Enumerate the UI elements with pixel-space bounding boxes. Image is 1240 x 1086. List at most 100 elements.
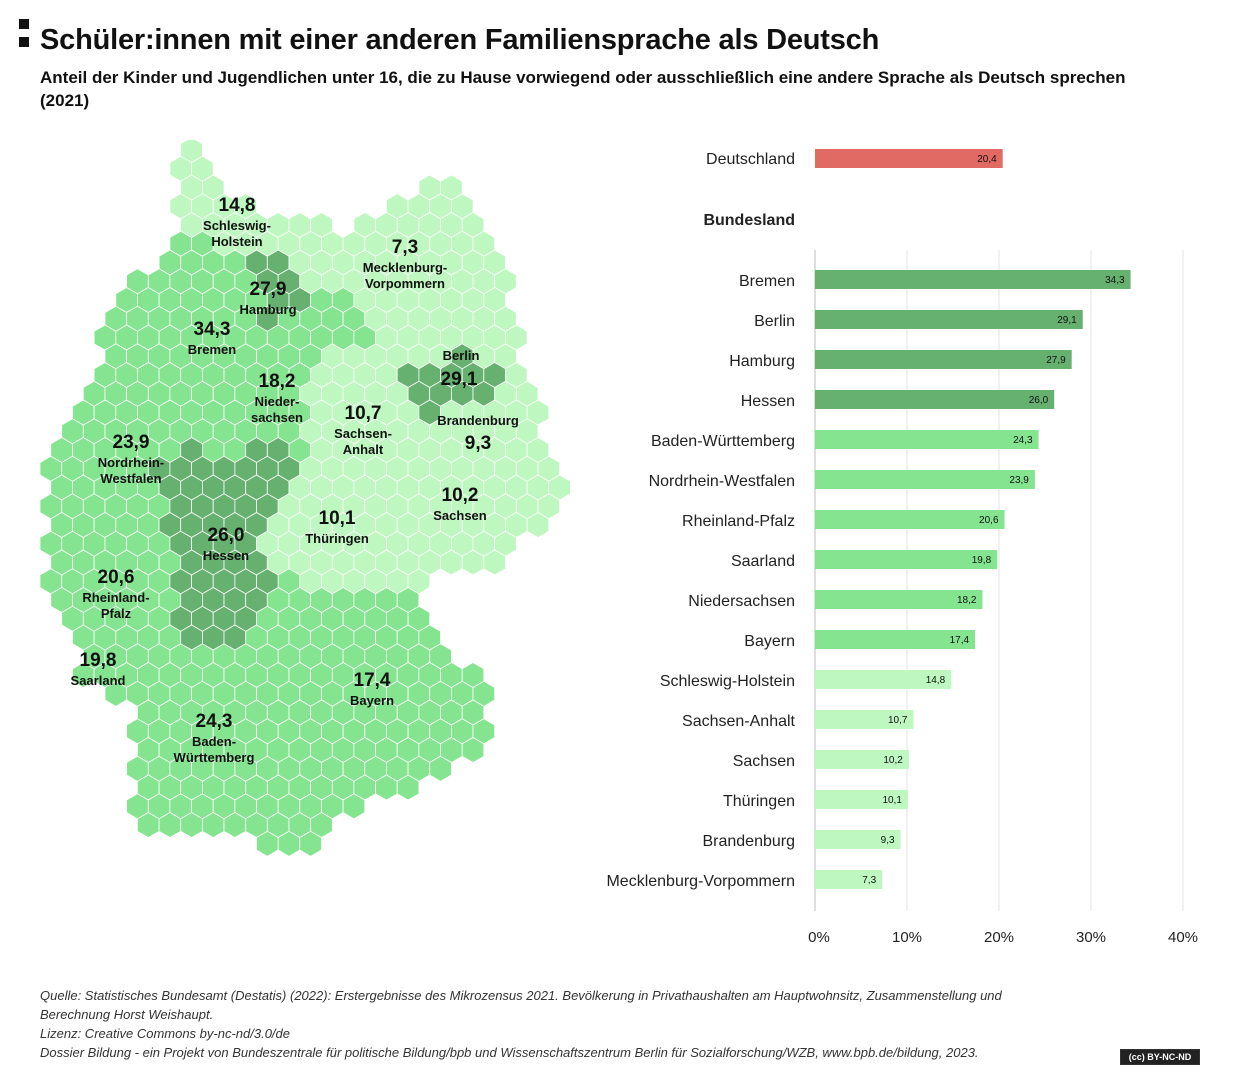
category-label: Hessen bbox=[741, 393, 795, 410]
category-label: Schleswig-Holstein bbox=[660, 673, 795, 690]
bar bbox=[815, 790, 908, 809]
chart-categories: Deutschland Bundesland Bremen Berlin Hamburg… bbox=[606, 151, 795, 890]
map-name-bw: Württemberg bbox=[174, 750, 255, 765]
bar bbox=[815, 670, 952, 689]
bar-value-label: 14,8 bbox=[926, 675, 946, 686]
bar-value-label: 34,3 bbox=[1105, 275, 1125, 286]
hex-cell-sn bbox=[483, 549, 506, 576]
map-value-sh: 14,8 bbox=[219, 195, 256, 216]
map-name-bb: Brandenburg bbox=[437, 413, 519, 428]
map-name-he: Hessen bbox=[203, 548, 249, 563]
bar bbox=[815, 590, 983, 609]
hex-cell-sn bbox=[526, 512, 550, 538]
bar-value-label: 18,2 bbox=[957, 595, 977, 606]
bar-value-label: 10,2 bbox=[883, 755, 903, 766]
map-name-ni: Nieder- bbox=[255, 394, 300, 409]
map-value-hh: 27,9 bbox=[250, 279, 287, 300]
bar bbox=[815, 830, 901, 849]
bar-value-label: 19,8 bbox=[972, 555, 992, 566]
map-name-hh: Hamburg bbox=[239, 302, 296, 317]
bar bbox=[815, 870, 883, 889]
hex-cell-by bbox=[396, 774, 420, 801]
map-hex-grid bbox=[39, 140, 571, 857]
map-value-rp: 20,6 bbox=[98, 567, 135, 588]
bar bbox=[815, 430, 1039, 449]
map-name-hb: Bremen bbox=[188, 342, 236, 357]
x-tick-label: 0% bbox=[808, 929, 830, 946]
map-name-ni: sachsen bbox=[251, 410, 303, 425]
footer: Quelle: Statistisches Bundesamt (Destati… bbox=[40, 986, 1120, 1062]
category-label: Berlin bbox=[754, 313, 795, 330]
map-value-be: 29,1 bbox=[441, 369, 478, 390]
category-label: Sachsen-Anhalt bbox=[682, 713, 796, 730]
category-label: Sachsen bbox=[733, 753, 795, 770]
category-label: Rheinland-Pfalz bbox=[682, 513, 795, 530]
bar-value-label: 9,3 bbox=[881, 835, 895, 846]
bar bbox=[815, 630, 976, 649]
hex-cell-by bbox=[342, 793, 366, 820]
chart-grid bbox=[814, 250, 1184, 911]
bar-value-label: 27,9 bbox=[1046, 355, 1066, 366]
category-label: Bayern bbox=[744, 633, 795, 650]
map-name-sn: Sachsen bbox=[433, 508, 487, 523]
chart-bars: 20,4 34,3 29,1 27,9 26,0 24,3 23,9 20,6 19,8 18,2… bbox=[815, 149, 1131, 889]
category-label: Thüringen bbox=[723, 793, 795, 810]
map-name-bw: Baden- bbox=[192, 734, 236, 749]
x-tick-label: 30% bbox=[1076, 929, 1106, 946]
map-value-by: 17,4 bbox=[354, 670, 391, 691]
hex-cell-by bbox=[429, 755, 452, 782]
footer-license: Lizenz: Creative Commons by-nc-nd/3.0/de bbox=[40, 1026, 291, 1041]
bar-value-label: 26,0 bbox=[1029, 395, 1049, 406]
map-value-ni: 18,2 bbox=[259, 371, 296, 392]
bar-value-label: 23,9 bbox=[1009, 475, 1029, 486]
map-name-sl: Saarland bbox=[71, 673, 126, 688]
map-name-nw: Nordrhein- bbox=[98, 455, 164, 470]
map-name-th: Thüringen bbox=[305, 531, 369, 546]
footer-dossier: Dossier Bildung - ein Projekt von Bundes… bbox=[40, 1045, 979, 1060]
x-tick-label: 20% bbox=[984, 929, 1014, 946]
bar-value-label: 10,1 bbox=[882, 795, 902, 806]
category-label: Nordrhein-Westfalen bbox=[649, 473, 795, 490]
map-value-sl: 19,8 bbox=[80, 650, 117, 671]
bar bbox=[815, 390, 1055, 409]
bar bbox=[815, 470, 1035, 489]
bar bbox=[815, 710, 914, 729]
map-name-st: Sachsen- bbox=[334, 426, 392, 441]
bpb-logo-mark bbox=[19, 19, 29, 49]
map-value-bw: 24,3 bbox=[196, 711, 233, 732]
bar-value-label: 24,3 bbox=[1013, 435, 1033, 446]
category-label: Brandenburg bbox=[702, 833, 795, 850]
bar-value-label: 7,3 bbox=[862, 875, 876, 886]
map-name-rp: Pfalz bbox=[101, 606, 132, 621]
hex-cell-by bbox=[461, 737, 485, 763]
group-heading: Bundesland bbox=[703, 212, 795, 229]
bar-value-label: 10,7 bbox=[888, 715, 908, 726]
x-tick-label: 40% bbox=[1168, 929, 1198, 946]
footer-source-cont: Berechnung Horst Weishaupt. bbox=[40, 1007, 214, 1022]
page-subtitle: Anteil der Kinder und Jugendlichen unter… bbox=[40, 68, 1126, 110]
map-labels: 14,8 Schleswig-Holstein 7,3 Mecklenburg-Vor… bbox=[71, 195, 519, 765]
map-name-by: Bayern bbox=[350, 693, 394, 708]
map-name-mv: Vorpommern bbox=[365, 276, 445, 291]
map-name-nw: Westfalen bbox=[100, 471, 161, 486]
bar bbox=[815, 750, 909, 769]
category-label: Baden-Württemberg bbox=[651, 433, 795, 450]
cc-license-badge: (cc) BY-NC-ND bbox=[1120, 1049, 1200, 1065]
map-name-sh: Holstein bbox=[211, 234, 262, 249]
bar-value-label: 20,4 bbox=[977, 154, 997, 165]
footer-source: Quelle: Statistisches Bundesamt (Destati… bbox=[40, 988, 1002, 1003]
bar bbox=[815, 550, 998, 569]
map-value-st: 10,7 bbox=[345, 403, 382, 424]
bar-value-label: 17,4 bbox=[950, 635, 970, 646]
bar-value-label: 29,1 bbox=[1057, 315, 1077, 326]
map-value-bb: 9,3 bbox=[465, 433, 491, 454]
bar bbox=[815, 270, 1131, 289]
hex-cell-by bbox=[299, 830, 322, 857]
category-label: Bremen bbox=[739, 273, 795, 290]
map-name-st: Anhalt bbox=[343, 442, 384, 457]
map-value-sn: 10,2 bbox=[442, 485, 479, 506]
page-title: Schüler:innen mit einer anderen Familien… bbox=[40, 24, 880, 56]
map-value-nw: 23,9 bbox=[113, 432, 150, 453]
map-value-hb: 34,3 bbox=[194, 319, 231, 340]
category-label: Mecklenburg-Vorpommern bbox=[606, 873, 795, 890]
